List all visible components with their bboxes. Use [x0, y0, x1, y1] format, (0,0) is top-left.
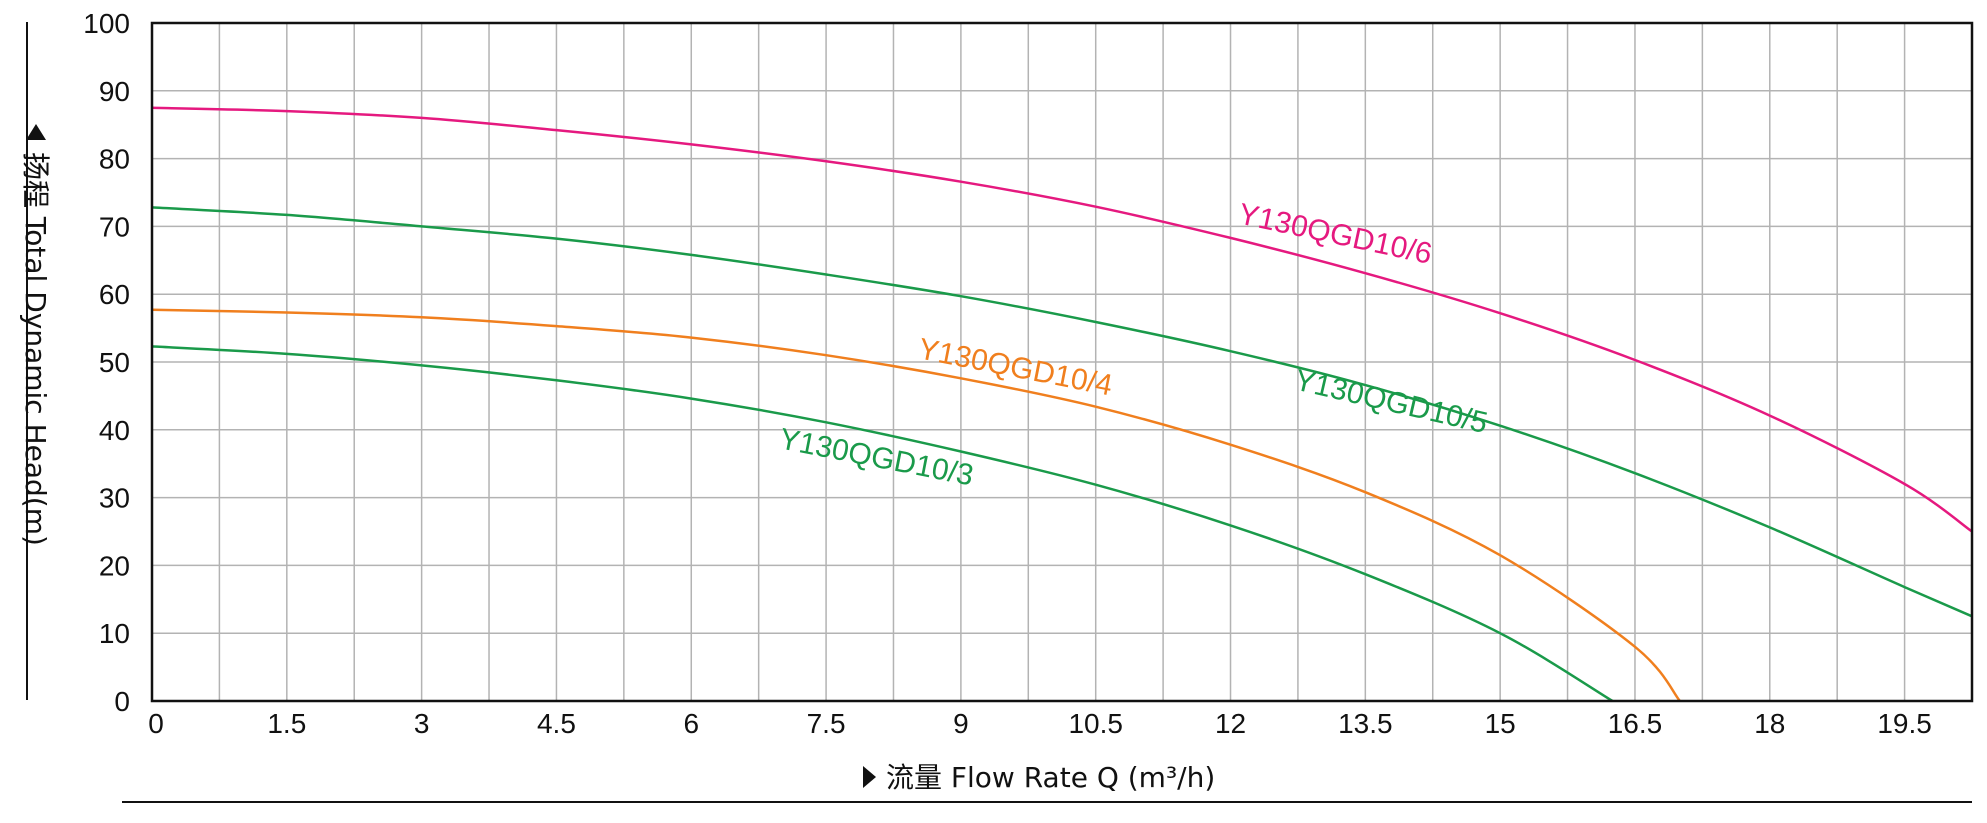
series-label: Y130QGD10/4 — [916, 332, 1115, 402]
y-title-arrow-icon — [26, 124, 46, 140]
y-tick-label: 90 — [99, 76, 130, 107]
y-tick-label: 10 — [99, 618, 130, 649]
x-tick-label: 16.5 — [1608, 708, 1663, 739]
x-tick-label: 9 — [953, 708, 969, 739]
grid — [152, 23, 1972, 701]
x-title-arrow-icon — [863, 766, 876, 788]
y-tick-label: 50 — [99, 347, 130, 378]
plot-frame — [150, 21, 1974, 703]
series-line — [151, 206, 1973, 618]
y-tick-label: 20 — [99, 550, 130, 581]
x-tick-label: 4.5 — [537, 708, 576, 739]
x-tick-label: 7.5 — [807, 708, 846, 739]
tick-labels: 0 1.5 3 4.5 6 7.5 9 10.5 12 13.5 15 16.5 18 19.5 0 10 20… — [83, 8, 1932, 739]
series-label: Y130QGD10/6 — [1236, 198, 1435, 271]
y-tick-label: 40 — [99, 415, 130, 446]
y-tick-label: 70 — [99, 211, 130, 242]
x-tick-label: 12 — [1215, 708, 1246, 739]
x-tick-label: 6 — [683, 708, 699, 739]
series-label: Y130QGD10/5 — [1291, 364, 1490, 440]
x-axis-title: 流量 Flow Rate Q (m³/h) — [886, 761, 1215, 794]
x-tick-label: 19.5 — [1877, 708, 1932, 739]
x-tick-label: 1.5 — [267, 708, 306, 739]
x-tick-label: 0 — [148, 708, 164, 739]
x-tick-label: 10.5 — [1068, 708, 1123, 739]
x-tick-label: 3 — [414, 708, 430, 739]
series-line — [151, 106, 1973, 533]
y-tick-label: 80 — [99, 144, 130, 175]
x-tick-label: 13.5 — [1338, 708, 1393, 739]
x-tick-label: 18 — [1754, 708, 1785, 739]
series-line — [151, 345, 1614, 703]
x-tick-label: 15 — [1485, 708, 1516, 739]
y-tick-label: 60 — [99, 279, 130, 310]
y-tick-label: 0 — [114, 686, 130, 717]
curve-labels: Y130QGD10/6Y130QGD10/5Y130QGD10/4Y130QGD… — [777, 198, 1491, 493]
y-tick-label: 30 — [99, 483, 130, 514]
y-tick-label: 100 — [83, 8, 130, 39]
series-line — [151, 308, 1681, 702]
curves — [151, 106, 1973, 703]
y-axis-title: 扬程 Total Dynamic Head(m) — [19, 152, 52, 546]
